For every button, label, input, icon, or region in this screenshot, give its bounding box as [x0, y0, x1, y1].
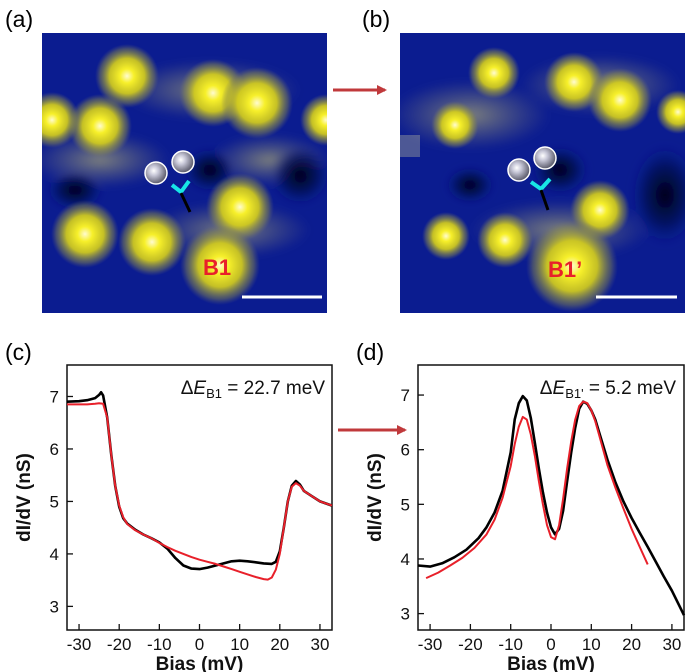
series-fit-c	[67, 402, 333, 581]
y-tick-label: 7	[50, 387, 59, 406]
annotation-value: = 22.7 meV	[222, 378, 325, 399]
x-axis-label: Bias (mV)	[156, 654, 244, 672]
annotation-value: = 5.2 meV	[584, 378, 677, 399]
annotation-delta: Δ	[181, 378, 194, 399]
annotation-var: E	[553, 378, 566, 399]
x-tick-label: -20	[107, 635, 132, 654]
adsorbate-a	[144, 150, 195, 213]
plot-d: -30 -20 -10 0 10 20 30 3 4 5 6 7 Bias (mV) dI/dV (nS)…	[365, 364, 686, 672]
y-tick-label: 4	[401, 550, 410, 569]
x-tick-label: 20	[622, 635, 641, 654]
y-tick-label: 5	[401, 495, 410, 514]
plot-frame-d	[417, 364, 685, 631]
x-tick-label: -20	[458, 635, 483, 654]
y-axis-label: dI/dV (nS)	[14, 453, 35, 542]
x-tick-label: -10	[147, 635, 172, 654]
y-tick-label: 7	[401, 386, 410, 405]
x-tick-label: 0	[195, 635, 204, 654]
gap-annotation: ΔEB1' = 5.2 meV	[540, 378, 677, 401]
adsorbate-b	[507, 146, 557, 211]
y-tick-label: 3	[50, 597, 59, 616]
plot-frame-c	[66, 364, 333, 631]
x-tick-label: 10	[582, 635, 601, 654]
gap-annotation: ΔEB1 = 22.7 meV	[181, 378, 326, 401]
x-tick-label: 30	[310, 635, 329, 654]
plot-c: -30 -20 -10 0 10 20 30 3 4 5 6 7 Bias (mV) dI/dV (nS)…	[14, 364, 333, 672]
y-axis-label: dI/dV (nS)	[365, 453, 386, 542]
stm-map-a	[42, 33, 327, 313]
annotation-sub: B1'	[565, 386, 583, 401]
x-axis-label: Bias (mV)	[507, 654, 595, 672]
x-tick-label: 20	[270, 635, 289, 654]
tip-label-b1: B1	[203, 255, 231, 280]
x-tick-label: 0	[546, 635, 555, 654]
y-tick-label: 5	[50, 492, 59, 511]
annotation-var: E	[193, 378, 206, 399]
x-tick-label: 30	[662, 635, 681, 654]
y-tick-label: 6	[50, 440, 59, 459]
annotation-sub: B1	[206, 386, 222, 401]
panel-a-label: (a)	[5, 6, 33, 32]
y-tick-label: 6	[401, 441, 410, 460]
annotation-delta: Δ	[540, 378, 553, 399]
stm-map-b	[400, 33, 685, 313]
panel-c-label: (c)	[5, 339, 32, 365]
series-fit-d	[425, 400, 649, 580]
y-tick-label: 4	[50, 545, 59, 564]
panel-d-label: (d)	[356, 339, 384, 365]
series-data-d	[417, 394, 686, 616]
panel-b-label: (b)	[362, 6, 390, 32]
x-tick-label: -30	[418, 635, 443, 654]
tip-label-b1-prime: B1’	[548, 257, 582, 282]
y-tick-label: 3	[401, 605, 410, 624]
x-tick-label: -30	[67, 635, 92, 654]
x-tick-label: 10	[230, 635, 249, 654]
x-tick-label: -10	[498, 635, 523, 654]
